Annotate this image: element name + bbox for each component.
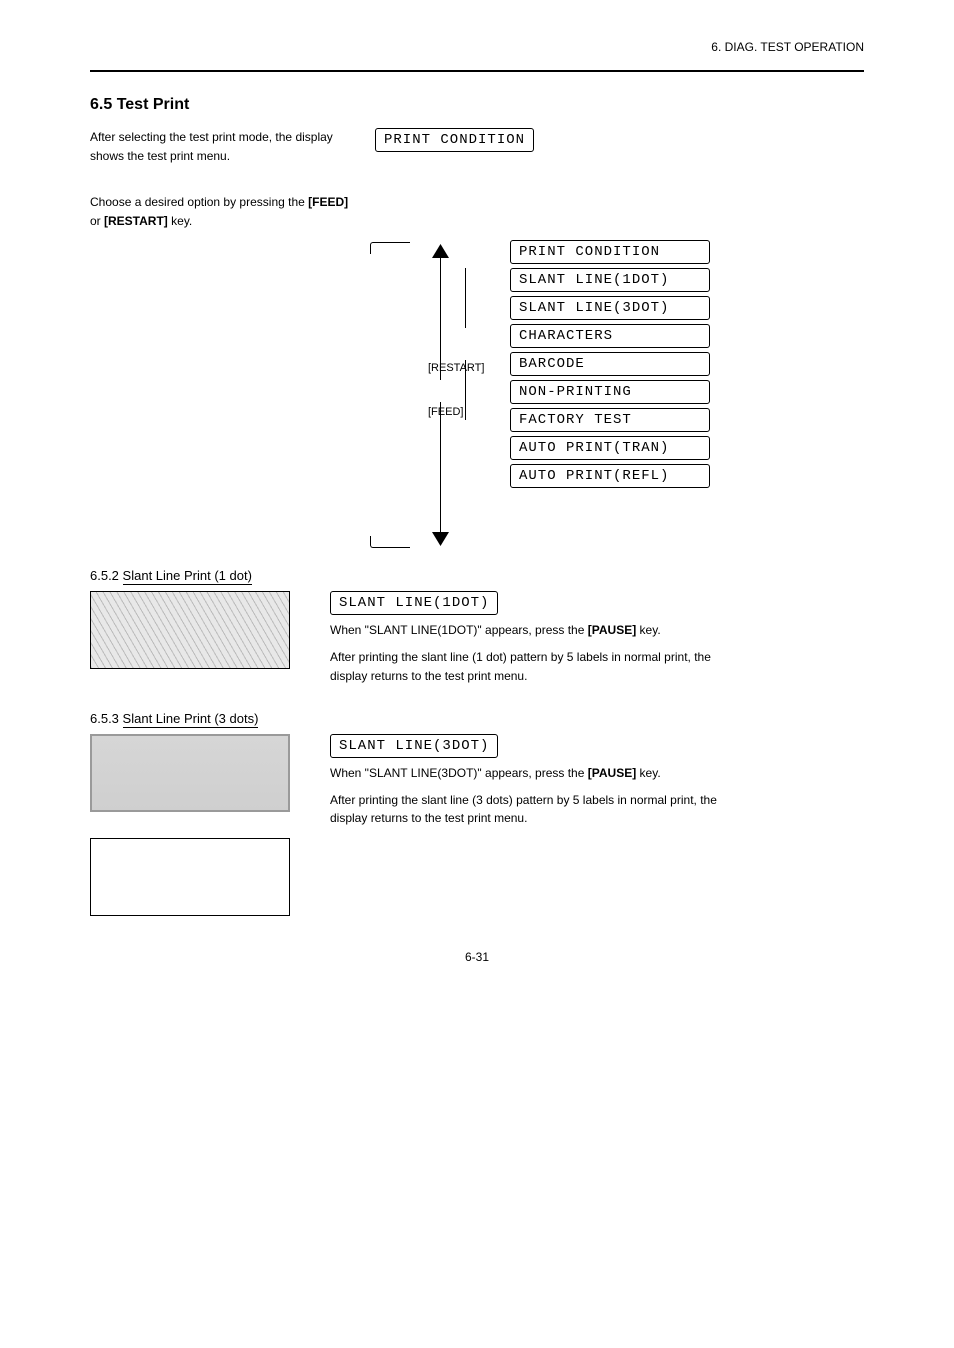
lcd-slant-1dot: SLANT LINE(1DOT): [330, 591, 498, 615]
menu-item-print-condition: PRINT CONDITION: [510, 240, 710, 264]
feed-key-label: [FEED]: [308, 195, 348, 209]
menu-item-auto-print-tran: AUTO PRINT(TRAN): [510, 436, 710, 460]
desc-653-mid: " appears, press the: [477, 766, 587, 780]
key-arrow-rail: [RESTART] [FEED]: [370, 240, 510, 550]
pause-key-label: [PAUSE]: [588, 623, 636, 637]
subsection-652-num: 6.5.2: [90, 568, 119, 583]
subsection-653-title: Slant Line Print (3 dots): [123, 711, 259, 728]
restart-key-label: [RESTART]: [104, 214, 168, 228]
subsection-653-num: 6.5.3: [90, 711, 119, 726]
page: 6. DIAG. TEST OPERATION 6.5 Test Print A…: [0, 0, 954, 1024]
desc-653: When "SLANT LINE(3DOT)" appears, press t…: [330, 764, 750, 783]
choose-seg-1: Choose a desired option by pressing the: [90, 195, 308, 209]
menu-item-slant-3dot: SLANT LINE(3DOT): [510, 296, 710, 320]
desc-652-post: key.: [636, 623, 660, 637]
lcd-slant-3dot: SLANT LINE(3DOT): [330, 734, 498, 758]
menu-item-characters: CHARACTERS: [510, 324, 710, 348]
subsection-652-title: Slant Line Print (1 dot): [123, 568, 252, 585]
subsection-652-heading: 6.5.2 Slant Line Print (1 dot): [90, 568, 864, 585]
rail-feed-label: [FEED]: [428, 406, 463, 418]
desc-652-inline-lcd: SLANT LINE(1DOT): [369, 623, 477, 637]
desc-652: When "SLANT LINE(1DOT)" appears, press t…: [330, 621, 750, 640]
header-rule: [90, 70, 864, 72]
desc-653-post: key.: [636, 766, 660, 780]
rail-restart-label: [RESTART]: [428, 362, 484, 374]
desc-653-inline-lcd: SLANT LINE(3DOT): [369, 766, 477, 780]
menu-item-barcode: BARCODE: [510, 352, 710, 376]
desc-652-after: After printing the slant line (1 dot) pa…: [330, 648, 750, 685]
menu-item-slant-1dot: SLANT LINE(1DOT): [510, 268, 710, 292]
figure-slant-3dot: [90, 734, 290, 812]
arrow-up-icon: [432, 244, 449, 258]
desc-653-after: After printing the slant line (3 dots) p…: [330, 791, 750, 828]
menu-item-factory-test: FACTORY TEST: [510, 408, 710, 432]
subsection-653-heading: 6.5.3 Slant Line Print (3 dots): [90, 711, 864, 728]
figure-empty-placeholder: [90, 838, 290, 916]
intro-text: After selecting the test print mode, the…: [90, 128, 355, 165]
desc-652-mid: " appears, press the: [477, 623, 587, 637]
pause-key-label-2: [PAUSE]: [588, 766, 636, 780]
section-title: 6.5 Test Print: [90, 96, 864, 114]
page-number: 6-31: [90, 950, 864, 964]
choose-option-text: Choose a desired option by pressing the …: [90, 193, 355, 230]
page-header-right: 6. DIAG. TEST OPERATION: [90, 40, 864, 54]
choose-seg-3: key.: [171, 214, 192, 228]
choose-seg-2: or: [90, 214, 104, 228]
menu-list: PRINT CONDITION SLANT LINE(1DOT) SLANT L…: [510, 240, 710, 550]
arrow-down-icon: [432, 532, 449, 546]
figure-slant-1dot: [90, 591, 290, 669]
desc-652-pre: When ": [330, 623, 369, 637]
menu-item-non-printing: NON-PRINTING: [510, 380, 710, 404]
test-print-menu: [RESTART] [FEED] PRINT CONDITION SLANT L…: [370, 240, 864, 550]
menu-item-auto-print-refl: AUTO PRINT(REFL): [510, 464, 710, 488]
desc-653-pre: When ": [330, 766, 369, 780]
lcd-print-condition: PRINT CONDITION: [375, 128, 534, 152]
